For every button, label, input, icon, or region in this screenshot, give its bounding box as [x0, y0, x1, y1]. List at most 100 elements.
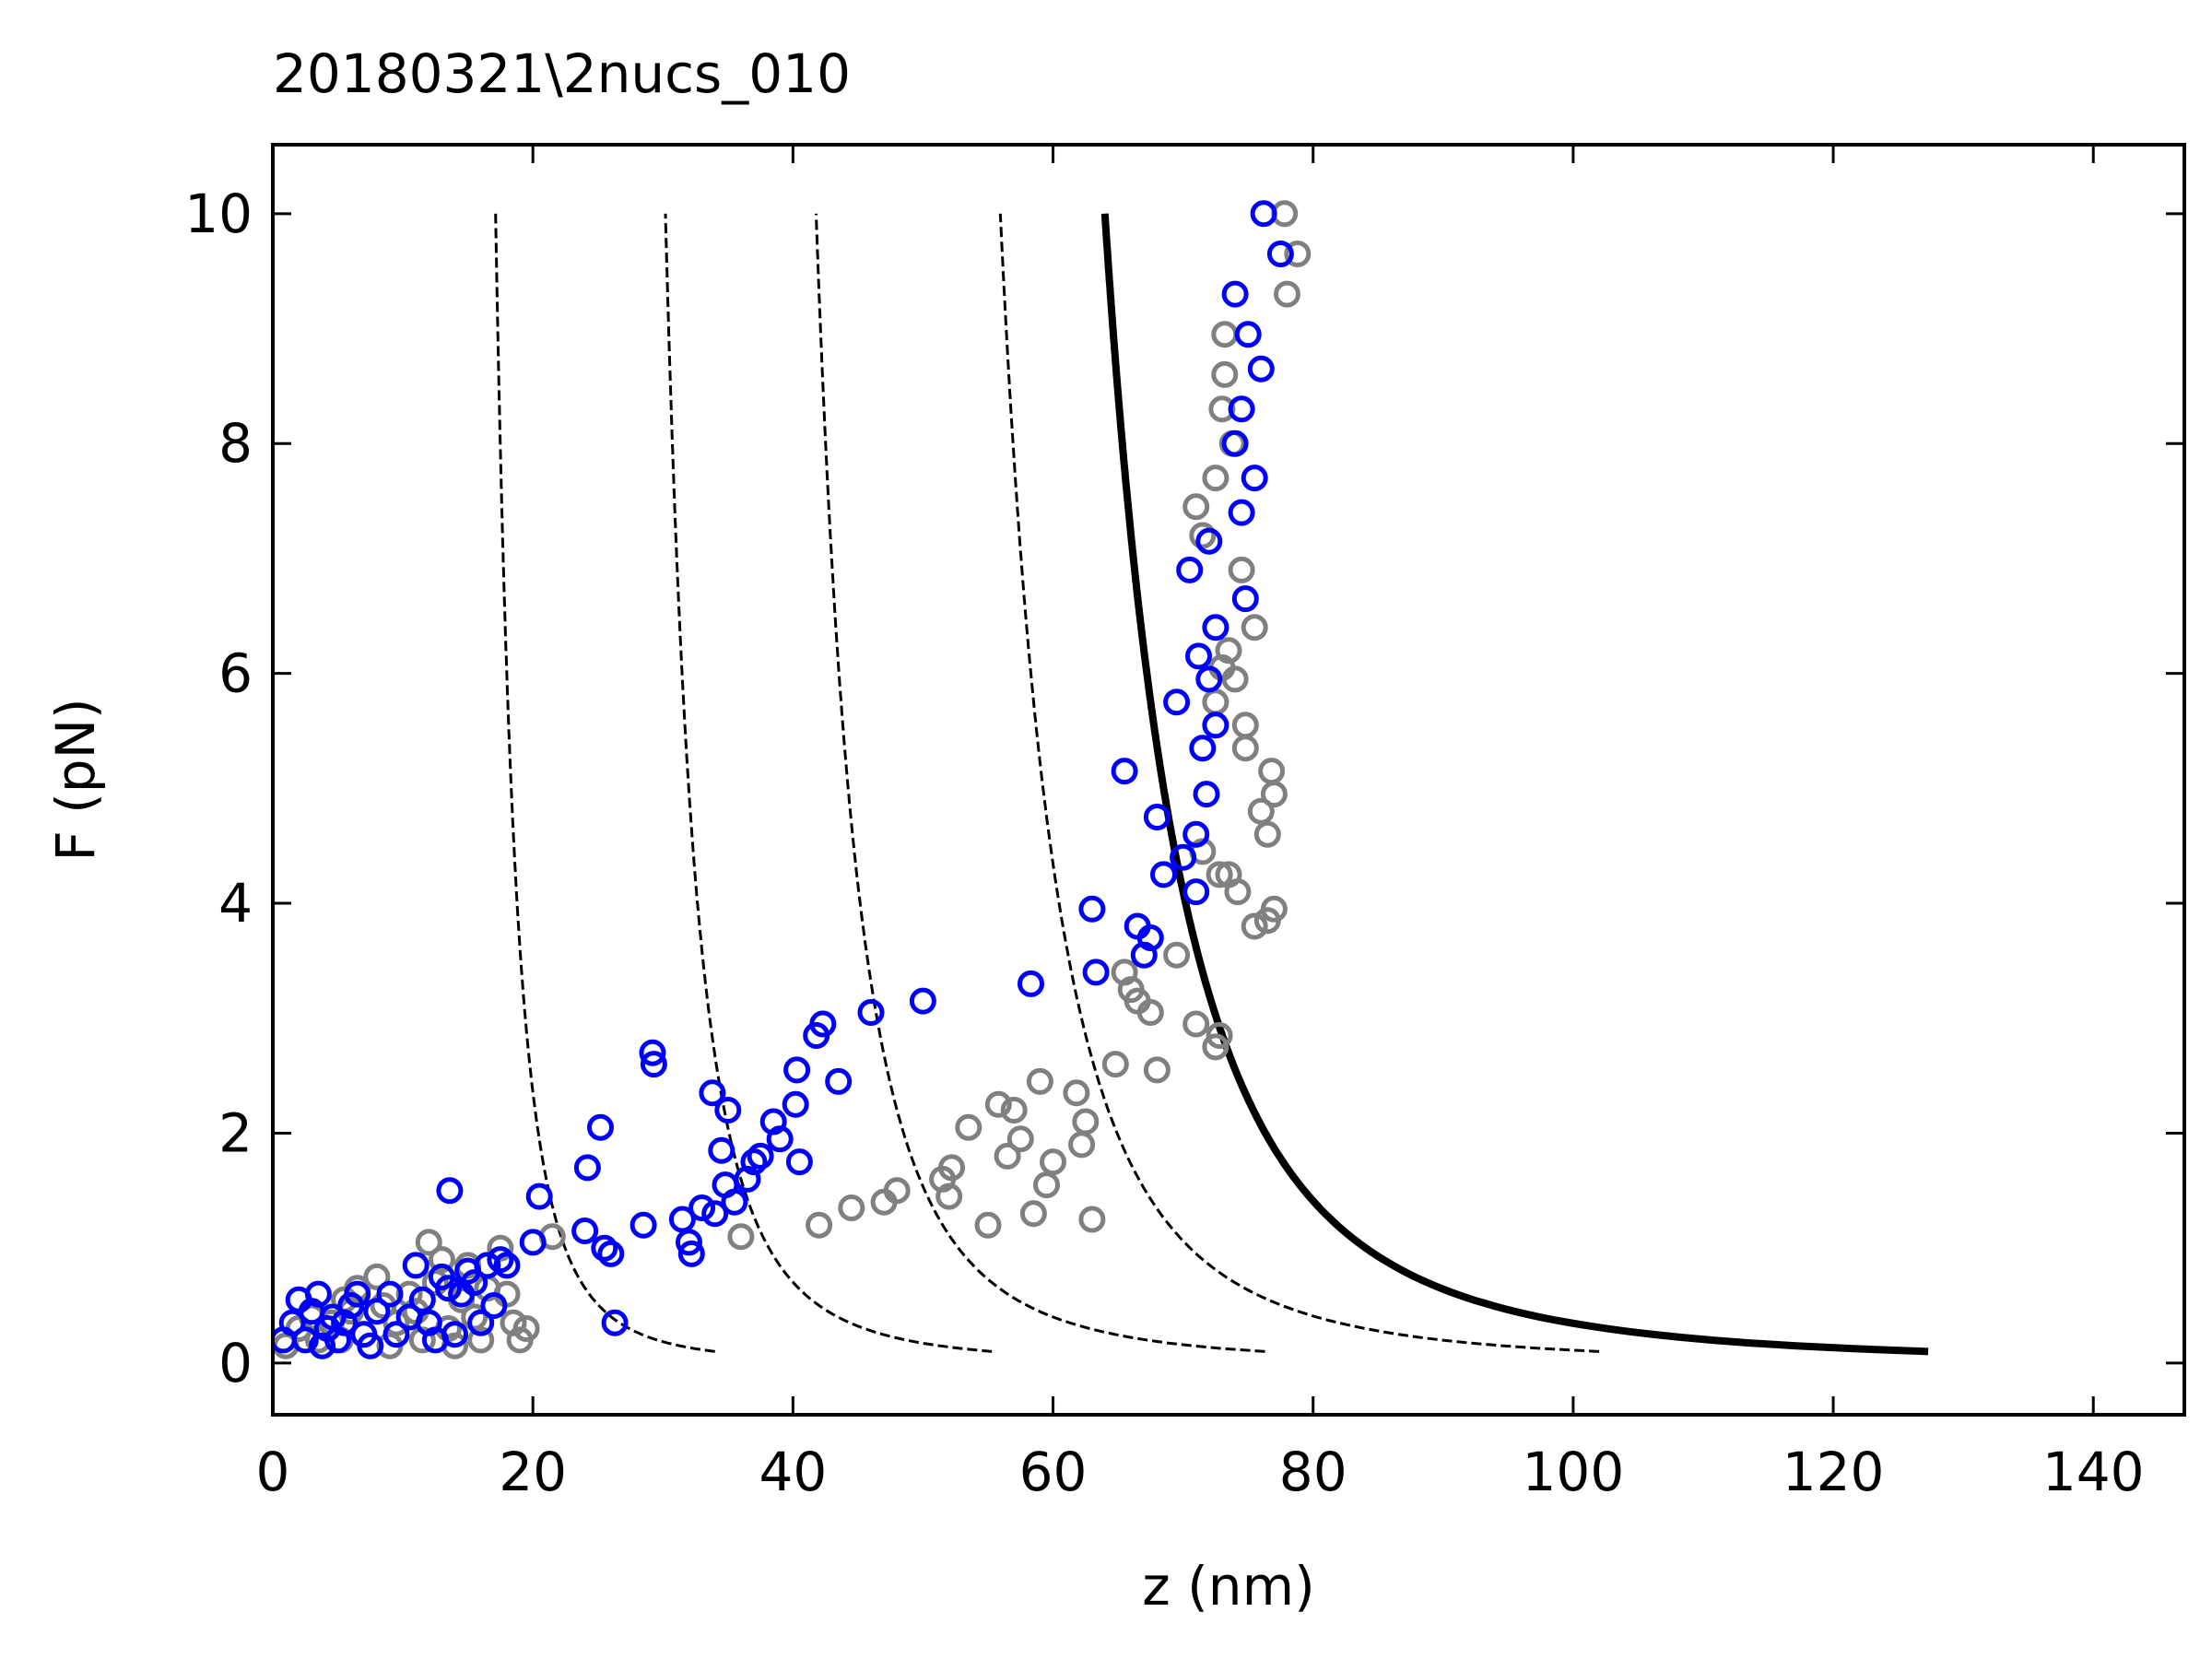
y-tick-label: 0: [218, 1332, 253, 1394]
data-point-blue: [467, 1309, 495, 1336]
data-point-blue: [304, 1280, 332, 1308]
plot-area: [273, 200, 1929, 1359]
y-axis-label: F (pN): [44, 698, 107, 861]
x-tick-label: 0: [256, 1441, 290, 1503]
data-point-blue: [436, 1177, 464, 1205]
data-point-gray: [382, 1309, 410, 1336]
data-point-gray: [1206, 861, 1233, 888]
data-point-gray: [1274, 280, 1300, 308]
data-point-blue: [629, 1211, 657, 1239]
data-point-blue: [721, 1188, 748, 1216]
data-point-gray: [1241, 912, 1268, 940]
axes-ticks: 0 20 40 60 80 100 120 140 0 2 4 6 8 10: [184, 145, 2184, 1503]
data-point-gray: [428, 1246, 455, 1274]
data-point-blue: [639, 1039, 666, 1066]
y-tick-label: 4: [218, 872, 253, 935]
data-point-gray: [1026, 1067, 1053, 1095]
data-point-gray: [994, 1142, 1021, 1170]
x-tick-label: 20: [499, 1441, 567, 1503]
data-point-gray: [1101, 1051, 1129, 1078]
data-point-gray: [938, 1154, 965, 1182]
data-point-gray: [1000, 1097, 1028, 1124]
data-point-blue: [357, 1332, 384, 1359]
data-point-blue: [1195, 665, 1223, 693]
data-point-blue: [701, 1200, 729, 1228]
data-point-blue: [587, 1113, 614, 1141]
data-point-blue: [487, 1246, 514, 1274]
data-point-gray: [1253, 820, 1281, 848]
data-point-blue: [291, 1326, 319, 1354]
data-point-gray: [1284, 241, 1312, 267]
data-point-blue: [1228, 395, 1255, 423]
x-axis-label: z (nm): [1142, 1555, 1314, 1618]
data-point-blue: [382, 1321, 410, 1348]
data-point-blue: [740, 1148, 768, 1176]
data-point-blue: [571, 1218, 599, 1244]
data-point-blue: [1221, 429, 1249, 457]
data-point-blue: [278, 1309, 306, 1336]
data-point-blue: [640, 1051, 667, 1078]
data-point-blue: [601, 1309, 629, 1336]
data-point-blue: [699, 1079, 726, 1107]
data-point-gray: [421, 1269, 449, 1297]
data-point-gray: [1231, 712, 1259, 739]
x-tick-label: 140: [2042, 1441, 2145, 1503]
data-point-gray: [838, 1194, 865, 1221]
data-point-blue: [1234, 321, 1262, 348]
data-point-blue: [1136, 924, 1164, 951]
data-point-gray: [1231, 735, 1259, 762]
data-point-blue: [1231, 585, 1259, 613]
data-point-gray: [1247, 797, 1275, 825]
data-point-gray: [955, 1113, 982, 1141]
data-point-blue: [688, 1194, 716, 1221]
data-point-gray: [1215, 637, 1242, 665]
data-point-gray: [1182, 1010, 1210, 1038]
data-point-blue: [309, 1332, 336, 1359]
y-tick-label: 2: [218, 1101, 253, 1164]
data-point-gray: [1258, 758, 1286, 785]
data-point-blue: [708, 1136, 735, 1164]
data-point-gray: [1202, 465, 1230, 492]
data-point-gray: [1078, 1206, 1106, 1233]
data-point-blue: [1221, 280, 1249, 308]
data-point-gray: [1211, 360, 1239, 388]
data-point-gray: [506, 1326, 534, 1354]
data-point-blue: [785, 1148, 813, 1176]
y-tick-label: 8: [218, 412, 253, 475]
data-point-gray: [935, 1182, 963, 1210]
data-point-blue: [766, 1125, 794, 1153]
data-point-gray: [467, 1326, 495, 1354]
data-point-blue: [809, 1010, 837, 1038]
data-point-gray: [1211, 321, 1239, 348]
data-point-blue: [376, 1280, 404, 1308]
data-point-blue: [782, 1090, 809, 1118]
data-point-blue: [519, 1229, 547, 1256]
data-point-gray: [1202, 1033, 1230, 1061]
data-point-gray: [1224, 878, 1252, 906]
data-point-gray: [1189, 522, 1217, 549]
data-point-blue: [1182, 820, 1210, 848]
data-point-gray: [974, 1211, 1002, 1239]
model-curve-dashed-2: [664, 213, 993, 1353]
data-point-blue: [402, 1252, 429, 1279]
x-tick-label: 60: [1019, 1441, 1088, 1503]
data-point-gray: [1206, 1022, 1233, 1049]
data-point-blue: [441, 1321, 468, 1348]
data-point-gray: [1040, 1148, 1066, 1176]
data-point-gray: [1182, 493, 1210, 521]
data-point-gray: [1221, 665, 1249, 693]
data-point-blue: [591, 1234, 618, 1262]
data-point-blue: [597, 1240, 625, 1267]
data-point-blue: [1202, 614, 1230, 641]
data-point-blue: [1195, 527, 1223, 555]
data-point-blue: [493, 1252, 521, 1279]
data-point-blue: [676, 1229, 702, 1256]
plot-frame: [271, 143, 2186, 1417]
data-point-gray: [461, 1303, 488, 1331]
data-point-gray: [984, 1090, 1012, 1118]
data-point-blue: [1082, 959, 1110, 986]
data-point-gray: [1260, 781, 1288, 808]
data-point-blue: [363, 1298, 391, 1325]
model-curve-dashed-1: [494, 213, 715, 1353]
